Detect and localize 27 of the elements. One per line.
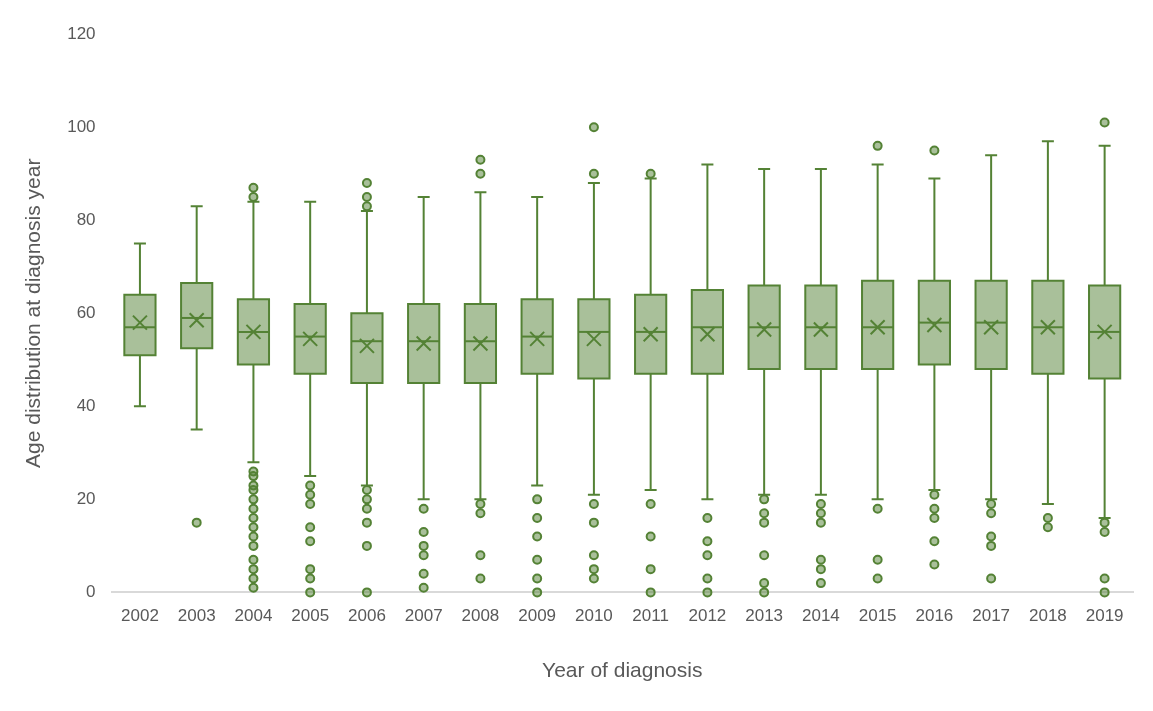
y-tick-label: 100 bbox=[67, 116, 96, 136]
y-tick-label: 60 bbox=[76, 302, 96, 322]
x-tick-label: 2014 bbox=[801, 606, 840, 626]
x-tick-label: 2004 bbox=[234, 606, 273, 626]
y-axis-title: Age distribution at diagnosis year bbox=[21, 158, 45, 468]
x-tick-label: 2015 bbox=[858, 606, 897, 626]
x-tick-label: 2018 bbox=[1028, 606, 1067, 626]
x-axis-title: Year of diagnosis bbox=[542, 658, 703, 682]
x-tick-label: 2017 bbox=[972, 606, 1011, 626]
y-tick-label: 120 bbox=[67, 23, 96, 43]
x-tick-label: 2012 bbox=[688, 606, 727, 626]
x-tick-label: 2009 bbox=[518, 606, 557, 626]
y-tick-label: 0 bbox=[86, 582, 96, 602]
y-tick-label: 40 bbox=[76, 396, 96, 416]
x-tick-label: 2011 bbox=[632, 606, 669, 626]
x-tick-label: 2016 bbox=[915, 606, 954, 626]
x-tick-label: 2006 bbox=[348, 606, 386, 626]
x-tick-label: 2019 bbox=[1085, 606, 1124, 626]
x-tick-label: 2007 bbox=[404, 606, 443, 626]
x-tick-label: 2003 bbox=[177, 606, 216, 626]
y-tick-label: 20 bbox=[76, 489, 96, 509]
x-tick-label: 2005 bbox=[291, 606, 330, 626]
x-tick-label: 2013 bbox=[745, 606, 784, 626]
y-tick-label: 80 bbox=[76, 209, 96, 229]
x-tick-label: 2010 bbox=[574, 606, 613, 626]
x-tick-label: 2008 bbox=[461, 606, 500, 626]
x-tick-label: 2002 bbox=[121, 606, 159, 626]
